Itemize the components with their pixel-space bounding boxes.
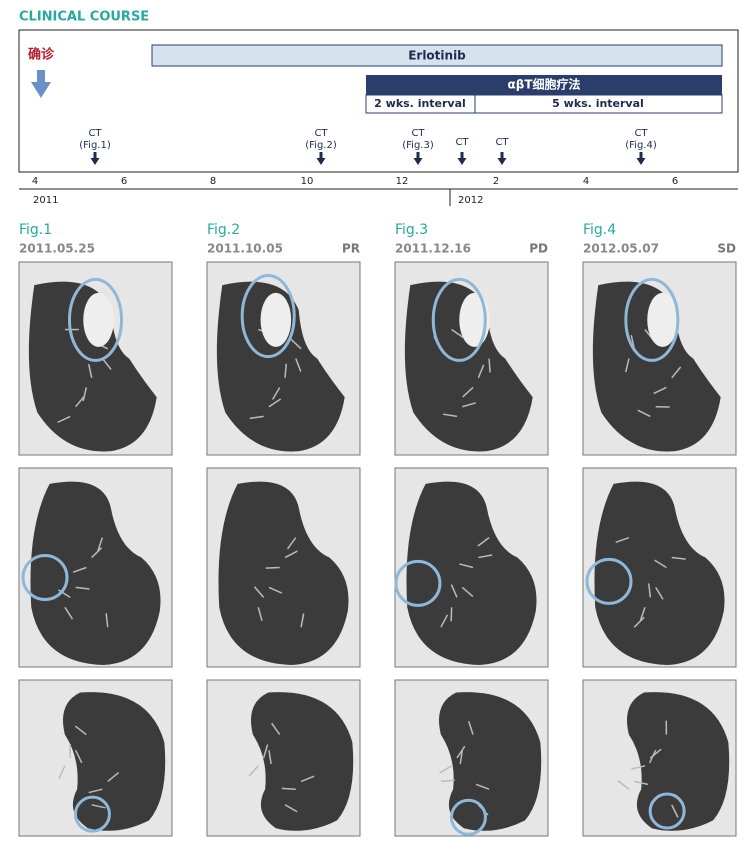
mass bbox=[647, 293, 678, 347]
ct-label: CT bbox=[634, 128, 648, 139]
title: CLINICAL COURSE bbox=[19, 10, 149, 25]
ct-image bbox=[207, 262, 360, 455]
ct-image bbox=[583, 262, 736, 455]
mass bbox=[261, 293, 292, 347]
ct-label: CT bbox=[455, 137, 469, 148]
vessel bbox=[266, 568, 280, 569]
month-tick: 6 bbox=[672, 176, 678, 187]
ct-image bbox=[583, 680, 736, 836]
diagnosis: 确诊 bbox=[28, 47, 55, 63]
vessel bbox=[489, 359, 490, 373]
ct-image bbox=[395, 468, 548, 667]
figure-label: Fig.1 bbox=[19, 222, 52, 238]
month-tick: 8 bbox=[210, 176, 216, 187]
year: 2012 bbox=[458, 195, 483, 206]
ct-label: CT bbox=[314, 128, 328, 139]
response: PR bbox=[342, 242, 360, 256]
ct-label: CT bbox=[88, 128, 102, 139]
month-tick: 4 bbox=[583, 176, 589, 187]
figure-date: 2012.05.07 bbox=[583, 242, 659, 256]
ct-ref: (Fig.4) bbox=[625, 140, 657, 151]
treatment: Erlotinib bbox=[408, 49, 466, 63]
ct-image bbox=[207, 680, 360, 836]
ct-label: CT bbox=[495, 137, 509, 148]
ct-image bbox=[395, 680, 548, 836]
response: PD bbox=[529, 242, 548, 256]
interval: 2 wks. interval bbox=[374, 97, 466, 110]
month-tick: 6 bbox=[121, 176, 127, 187]
response: SD bbox=[717, 242, 736, 256]
month-tick: 2 bbox=[493, 176, 499, 187]
ct-image bbox=[19, 262, 172, 455]
ct-image bbox=[583, 468, 736, 667]
ct-image bbox=[395, 262, 548, 455]
ct-image bbox=[207, 468, 360, 667]
ct-ref: (Fig.1) bbox=[79, 140, 111, 151]
ct-image bbox=[19, 468, 172, 667]
figure-label: Fig.2 bbox=[207, 222, 240, 238]
figure-label: Fig.4 bbox=[583, 222, 616, 238]
figure-date: 2011.10.05 bbox=[207, 242, 283, 256]
treatment: αβT细胞疗法 bbox=[507, 77, 580, 92]
figure-label: Fig.3 bbox=[395, 222, 428, 238]
vessel bbox=[282, 788, 296, 789]
ct-label: CT bbox=[411, 128, 425, 139]
year: 2011 bbox=[33, 195, 58, 206]
ct-ref: (Fig.3) bbox=[402, 140, 434, 151]
month-tick: 12 bbox=[396, 176, 409, 187]
mass bbox=[83, 293, 114, 347]
figure-date: 2011.05.25 bbox=[19, 242, 95, 256]
month-tick: 4 bbox=[32, 176, 38, 187]
ct-image bbox=[19, 680, 172, 836]
month-tick: 10 bbox=[301, 176, 314, 187]
ct-ref: (Fig.2) bbox=[305, 140, 337, 151]
figure-date: 2011.12.16 bbox=[395, 242, 471, 256]
interval: 5 wks. interval bbox=[552, 97, 644, 110]
